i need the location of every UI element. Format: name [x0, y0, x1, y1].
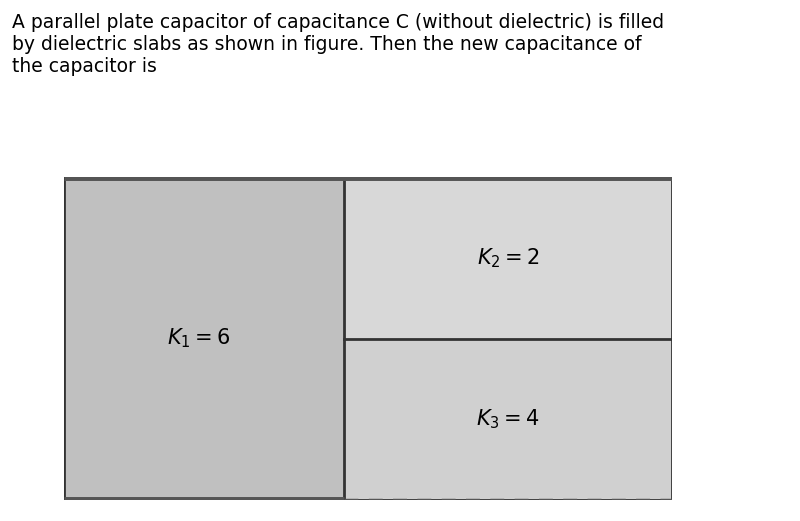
Bar	[344, 339, 672, 500]
Text: $K_3 = 4$: $K_3 = 4$	[476, 407, 539, 431]
Text: A parallel plate capacitor of capacitance C (without dielectric) is filled
by di: A parallel plate capacitor of capacitanc…	[12, 13, 664, 76]
Bar	[64, 177, 344, 500]
Bar	[344, 177, 672, 339]
Text: $K_2 = 2$: $K_2 = 2$	[477, 246, 539, 270]
Text: $K_1 = 6$: $K_1 = 6$	[166, 327, 230, 351]
